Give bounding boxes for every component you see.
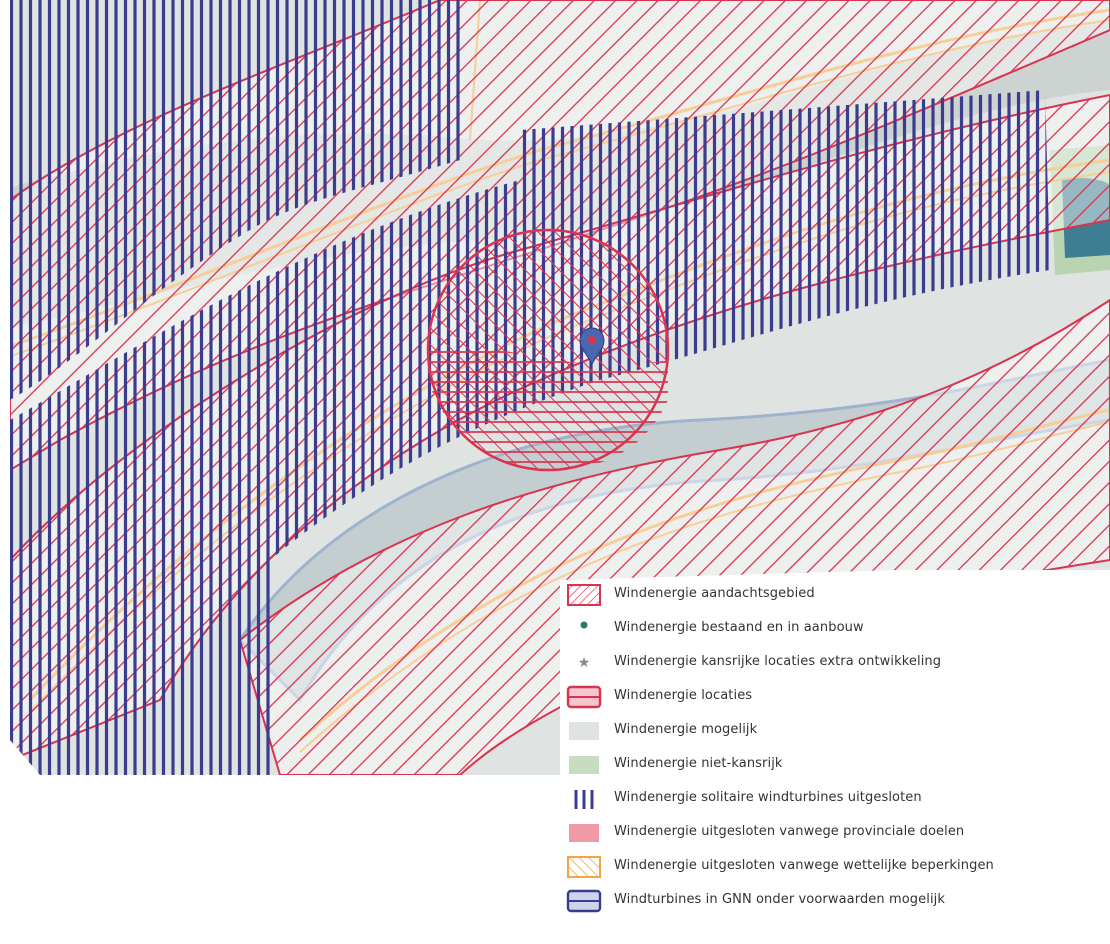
legend-label: Windenergie locaties <box>614 688 753 703</box>
legend-label: Windenergie uitgesloten vanwege wettelij… <box>614 858 994 873</box>
legend-label: Windenergie solitaire windturbines uitge… <box>614 790 922 805</box>
svg-text:★: ★ <box>578 655 591 671</box>
legend-item-mogelijk: Windenergie mogelijk <box>566 718 1110 744</box>
red-diagonal-hatch-icon <box>567 584 601 606</box>
legend-label: Windenergie aandachtsgebied <box>614 586 815 601</box>
legend-item-locaties: Windenergie locaties <box>566 684 1110 710</box>
legend-label: Windenergie bestaand en in aanbouw <box>614 620 864 635</box>
red-horizontal-hatch-icon <box>566 685 602 709</box>
light-grey-fill-icon <box>569 722 599 740</box>
orange-diagonal-hatch-icon <box>567 856 601 878</box>
map-legend: Windenergie aandachtsgebied Windenergie b… <box>566 582 1110 944</box>
legend-item-kansrijke: ★ Windenergie kansrijke locaties extra on… <box>566 650 1110 676</box>
star-icon: ★ <box>578 655 591 671</box>
purple-lines-west <box>10 0 460 400</box>
legend-label: Windenergie kansrijke locaties extra ont… <box>614 654 942 669</box>
location-pin-icon[interactable] <box>579 327 605 366</box>
green-dot-icon <box>580 621 588 629</box>
legend-item-solitaire: Windenergie solitaire windturbines uitge… <box>566 786 1110 812</box>
legend-label: Windturbines in GNN onder voorwaarden mo… <box>614 892 945 907</box>
purple-lines-main <box>10 90 1050 775</box>
pink-fill-icon <box>569 824 599 842</box>
legend-item-provinciale: Windenergie uitgesloten vanwege provinci… <box>566 820 1110 846</box>
legend-label: Windenergie niet-kansrijk <box>614 756 783 771</box>
purple-vertical-lines-icon <box>574 790 594 809</box>
windenergie-locatie-circle[interactable] <box>426 228 670 472</box>
legend-item-niet_kansrijk: Windenergie niet-kansrijk <box>566 752 1110 778</box>
legend-item-wettelijke: Windenergie uitgesloten vanwege wettelij… <box>566 854 1110 880</box>
legend-label: Windenergie mogelijk <box>614 722 758 737</box>
legend-item-bestaand: Windenergie bestaand en in aanbouw <box>566 616 1110 642</box>
purple-horizontal-hatch-icon <box>566 889 602 913</box>
legend-item-aandachtsgebied: Windenergie aandachtsgebied <box>566 582 1110 608</box>
light-green-fill-icon <box>569 756 599 774</box>
legend-item-gnn: Windturbines in GNN onder voorwaarden mo… <box>566 888 1110 914</box>
legend-label: Windenergie uitgesloten vanwege provinci… <box>614 824 965 839</box>
